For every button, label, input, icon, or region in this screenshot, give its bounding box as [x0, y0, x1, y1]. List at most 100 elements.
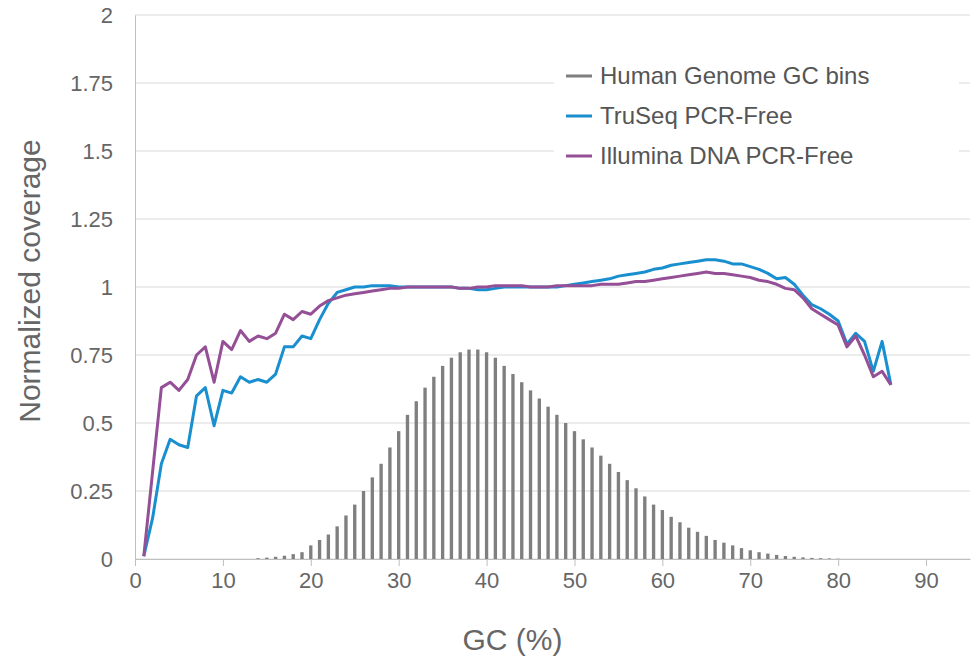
bar: [502, 366, 505, 559]
bar: [300, 552, 303, 559]
bar: [661, 510, 664, 559]
grid-line: [135, 15, 970, 16]
bar: [274, 557, 277, 559]
bar: [327, 535, 330, 559]
bar: [775, 555, 778, 559]
bar: [467, 350, 470, 559]
x-tick: 40: [475, 559, 499, 593]
x-tick-mark: [662, 559, 663, 566]
bar: [283, 556, 286, 559]
bar: [406, 415, 409, 559]
bar: [889, 559, 892, 560]
bar: [573, 431, 576, 559]
bar: [221, 559, 224, 560]
x-tick-mark: [311, 559, 312, 566]
bar: [353, 505, 356, 559]
bar: [459, 352, 462, 559]
bar: [432, 377, 435, 559]
legend-swatch: [566, 75, 592, 78]
x-tick: 80: [826, 559, 850, 593]
y-tick: 2: [101, 3, 135, 28]
bar: [309, 545, 312, 559]
legend-label: Illumina DNA PCR-Free: [600, 142, 853, 169]
bar: [845, 559, 848, 560]
bar: [590, 447, 593, 559]
grid-line: [135, 559, 970, 560]
y-tick-label: 0.5: [82, 411, 113, 436]
x-tick: 30: [387, 559, 411, 593]
y-tick-label: 0: [101, 547, 113, 572]
bar: [485, 352, 488, 559]
bar: [749, 550, 752, 559]
bar: [898, 559, 901, 560]
bar: [819, 558, 822, 559]
bar: [379, 464, 382, 559]
bar: [582, 439, 585, 559]
x-tick: 10: [211, 559, 235, 593]
bar: [705, 536, 708, 559]
bar: [678, 522, 681, 559]
bar: [951, 559, 954, 560]
y-tick-label: 0.75: [70, 343, 113, 368]
y-tick-label: 1: [101, 275, 113, 300]
bar: [626, 480, 629, 559]
bar: [854, 559, 857, 560]
bar: [415, 401, 418, 559]
x-tick-label: 80: [826, 568, 850, 593]
x-tick-mark: [750, 559, 751, 566]
bar: [441, 366, 444, 559]
x-tick-label: 30: [387, 568, 411, 593]
x-axis-title: GC (%): [463, 623, 563, 656]
x-tick-label: 10: [211, 568, 235, 593]
x-tick-mark: [574, 559, 575, 566]
x-tick: 90: [914, 559, 938, 593]
bar: [731, 545, 734, 559]
x-tick-mark: [223, 559, 224, 566]
bar: [248, 559, 251, 560]
bar: [511, 374, 514, 559]
bar: [942, 559, 945, 560]
bar: [863, 559, 866, 560]
y-axis-line: [135, 16, 136, 560]
bar: [740, 548, 743, 559]
bar: [793, 557, 796, 559]
y-tick: 1.5: [82, 139, 135, 164]
bar: [142, 559, 145, 560]
x-tick: 70: [739, 559, 763, 593]
bar: [722, 543, 725, 559]
bar: [371, 477, 374, 559]
bar: [766, 554, 769, 559]
bar-series: [256, 350, 839, 559]
bar: [836, 558, 839, 559]
bar: [335, 526, 338, 559]
y-tick-label: 0.25: [70, 479, 113, 504]
bar: [916, 559, 919, 560]
x-tick: 60: [651, 559, 675, 593]
y-tick: 1.75: [70, 71, 135, 96]
bar: [634, 488, 637, 559]
bar: [362, 491, 365, 559]
x-tick-mark: [838, 559, 839, 566]
grid-line: [135, 423, 970, 424]
plot-area: [144, 260, 891, 559]
bar: [880, 559, 883, 560]
bar: [186, 559, 189, 560]
y-tick: 1: [101, 275, 135, 300]
bar: [230, 559, 233, 560]
grid: [135, 15, 970, 559]
x-tick-label: 40: [475, 568, 499, 593]
bar: [872, 559, 875, 560]
y-axis: 00.250.50.7511.251.51.752: [70, 3, 135, 572]
bar: [195, 559, 198, 560]
x-tick-mark: [926, 559, 927, 566]
x-tick-label: 20: [299, 568, 323, 593]
bar: [810, 558, 813, 559]
bar: [204, 559, 207, 560]
bar: [801, 557, 804, 559]
bar: [151, 559, 154, 560]
chart: 00.250.50.7511.251.51.752010203040506070…: [0, 0, 977, 665]
y-tick-label: 1.75: [70, 71, 113, 96]
x-tick-mark: [399, 559, 400, 566]
y-axis-title: Normalized coverage: [13, 139, 46, 422]
bar: [608, 464, 611, 559]
